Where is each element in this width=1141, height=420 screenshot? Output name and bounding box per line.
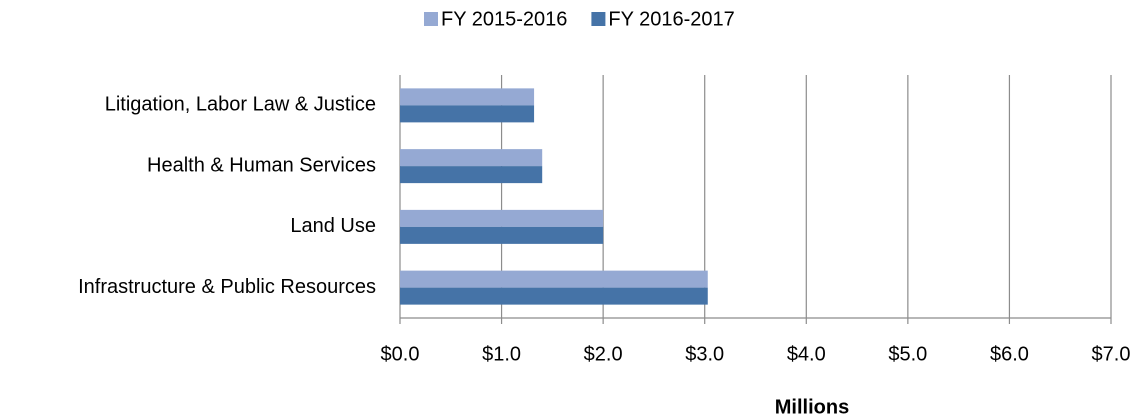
x-tick-label: $6.0: [990, 343, 1029, 365]
bar: [400, 105, 535, 123]
bar: [400, 209, 604, 227]
bar: [400, 287, 708, 305]
x-tick-label: $2.0: [584, 343, 623, 365]
bar: [400, 149, 543, 167]
y-tick-label: Health & Human Services: [147, 154, 376, 176]
x-tick-label: $7.0: [1092, 343, 1131, 365]
legend-swatch: [591, 12, 606, 26]
x-tick-label: $1.0: [482, 343, 521, 365]
legend-swatch: [424, 12, 438, 26]
legend-label: FY 2016-2017: [608, 8, 734, 30]
x-tick-label: $0.0: [381, 343, 420, 365]
bar: [400, 88, 535, 106]
x-tick-label: $3.0: [685, 343, 724, 365]
x-tick-label: $5.0: [888, 343, 927, 365]
legend-label: FY 2015-2016: [441, 8, 567, 30]
y-tick-label: Litigation, Labor Law & Justice: [105, 94, 376, 116]
bar: [400, 270, 708, 288]
bar: [400, 166, 543, 184]
x-tick-label: $4.0: [787, 343, 826, 365]
bar: [400, 226, 604, 244]
y-tick-label: Infrastructure & Public Resources: [78, 276, 376, 298]
x-axis-label: Millions: [775, 396, 849, 418]
y-tick-label: Land Use: [290, 215, 376, 237]
